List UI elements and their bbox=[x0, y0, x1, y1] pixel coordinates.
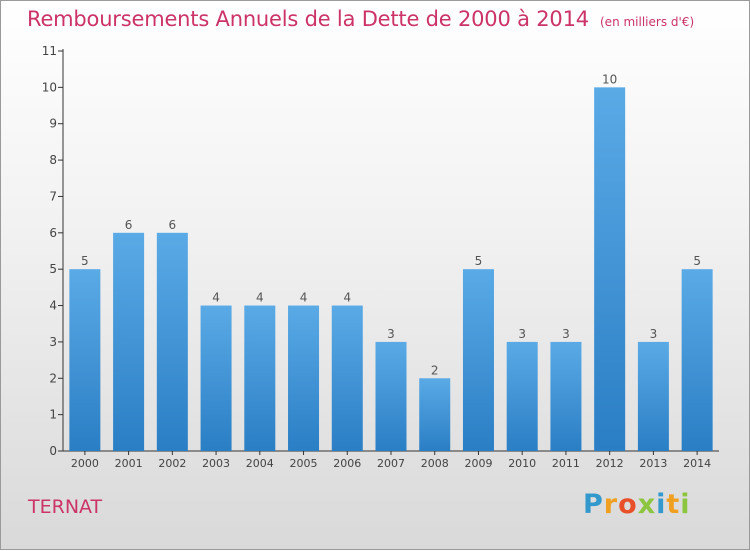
chart-subtitle: (en milliers d'€) bbox=[600, 15, 695, 29]
x-tick-label: 2004 bbox=[246, 457, 274, 470]
bar-value-label: 5 bbox=[81, 254, 89, 268]
y-tick-label: 7 bbox=[49, 189, 57, 203]
bar-value-label: 6 bbox=[125, 218, 133, 232]
bar bbox=[419, 378, 451, 451]
bar-value-label: 3 bbox=[387, 327, 395, 341]
logo-letter: i bbox=[656, 489, 667, 520]
bar bbox=[550, 341, 582, 451]
proxiti-logo: Proxiti bbox=[583, 489, 691, 520]
bar bbox=[288, 305, 320, 451]
x-tick-label: 2014 bbox=[683, 457, 711, 470]
bar-value-label: 10 bbox=[602, 72, 617, 86]
y-tick-label: 0 bbox=[49, 444, 57, 458]
y-tick-label: 4 bbox=[49, 299, 57, 313]
logo-letter: o bbox=[618, 489, 638, 520]
x-tick-label: 2010 bbox=[508, 457, 536, 470]
bar bbox=[113, 232, 145, 451]
bar-value-label: 4 bbox=[212, 291, 220, 305]
logo-letter: t bbox=[666, 489, 681, 520]
x-tick-label: 2013 bbox=[639, 457, 667, 470]
y-tick-label: 10 bbox=[42, 80, 57, 94]
bar-value-label: 3 bbox=[650, 327, 658, 341]
bar-value-label: 6 bbox=[169, 218, 177, 232]
logo-letter: i bbox=[680, 489, 691, 520]
x-tick-label: 2001 bbox=[115, 457, 143, 470]
bar bbox=[681, 269, 713, 451]
bar bbox=[200, 305, 232, 451]
y-tick-label: 11 bbox=[42, 44, 57, 58]
y-tick-label: 6 bbox=[49, 226, 57, 240]
y-tick-label: 1 bbox=[49, 408, 57, 422]
y-tick-label: 8 bbox=[49, 153, 57, 167]
x-tick-label: 2006 bbox=[333, 457, 361, 470]
y-tick-label: 3 bbox=[49, 335, 57, 349]
bar-value-label: 4 bbox=[300, 291, 308, 305]
bar-value-label: 4 bbox=[343, 291, 351, 305]
bar bbox=[594, 87, 626, 451]
bar bbox=[156, 232, 188, 451]
bar-value-label: 3 bbox=[562, 327, 570, 341]
x-tick-label: 2005 bbox=[290, 457, 318, 470]
x-tick-label: 2012 bbox=[596, 457, 624, 470]
commune-name: TERNAT bbox=[28, 496, 103, 518]
y-tick-label: 9 bbox=[49, 117, 57, 131]
bar bbox=[375, 341, 407, 451]
logo-letter: r bbox=[603, 489, 619, 520]
y-tick-label: 2 bbox=[49, 371, 57, 385]
y-tick-label: 5 bbox=[49, 262, 57, 276]
bar bbox=[69, 269, 101, 451]
x-tick-label: 2011 bbox=[552, 457, 580, 470]
x-tick-label: 2008 bbox=[421, 457, 449, 470]
bar-value-label: 3 bbox=[518, 327, 526, 341]
bar-value-label: 4 bbox=[256, 291, 264, 305]
x-tick-label: 2009 bbox=[464, 457, 492, 470]
bar bbox=[506, 341, 538, 451]
chart-title: Remboursements Annuels de la Dette de 20… bbox=[27, 7, 589, 31]
bar bbox=[244, 305, 276, 451]
x-tick-label: 2002 bbox=[158, 457, 186, 470]
bar-value-label: 2 bbox=[431, 363, 439, 377]
bar-value-label: 5 bbox=[693, 254, 701, 268]
bar bbox=[462, 269, 494, 451]
logo-letter: x bbox=[637, 489, 657, 520]
x-tick-label: 2003 bbox=[202, 457, 230, 470]
x-tick-label: 2007 bbox=[377, 457, 405, 470]
bar-value-label: 5 bbox=[475, 254, 483, 268]
x-tick-label: 2000 bbox=[71, 457, 99, 470]
title-row: Remboursements Annuels de la Dette de 20… bbox=[27, 7, 694, 31]
logo-letter: P bbox=[583, 489, 604, 520]
bar bbox=[331, 305, 363, 451]
bar bbox=[637, 341, 669, 451]
